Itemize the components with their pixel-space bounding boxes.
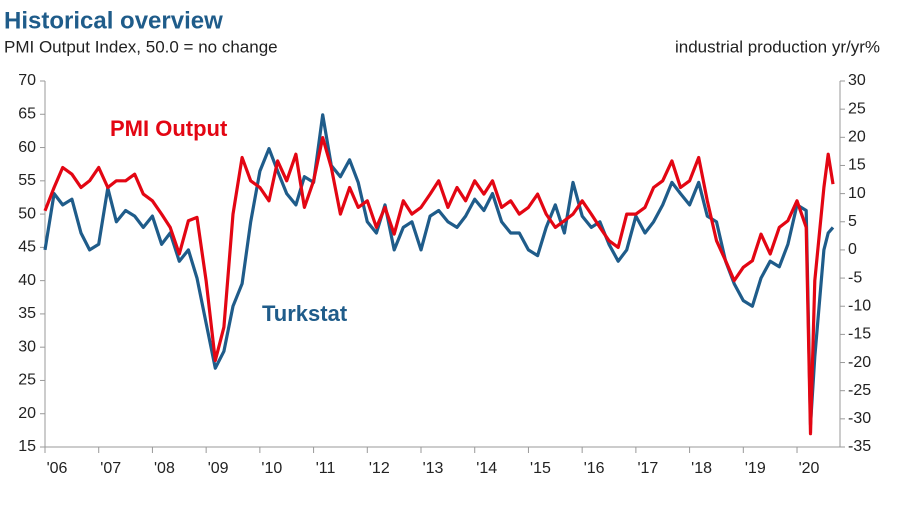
- y-tick-label: 65: [18, 105, 36, 122]
- x-tick-label: '15: [530, 460, 551, 477]
- y2-tick-label: 15: [848, 157, 866, 174]
- series-line: [43, 136, 835, 436]
- y-tick-label: 20: [18, 405, 36, 422]
- x-tick-label: '11: [316, 460, 336, 477]
- y2-axis-label: industrial production yr/yr%: [675, 37, 880, 56]
- y2-tick-label: 5: [848, 213, 857, 230]
- y-tick-label: 55: [18, 172, 36, 189]
- x-tick-label: '20: [799, 460, 820, 477]
- chart-subtitle: PMI Output Index, 50.0 = no change: [4, 37, 278, 56]
- series-line: [43, 113, 835, 427]
- x-tick-label: '08: [154, 460, 175, 477]
- chart-title: Historical overview: [4, 7, 223, 34]
- y-tick-label: 45: [18, 239, 36, 256]
- y2-tick-label: 10: [848, 185, 866, 202]
- y-tick-label: 35: [18, 305, 36, 322]
- x-tick-label: '17: [637, 460, 658, 477]
- y2-tick-label: 0: [848, 241, 857, 258]
- x-tick-label: '19: [745, 460, 766, 477]
- x-tick-label: '06: [47, 460, 68, 477]
- y2-tick-label: -10: [848, 297, 871, 314]
- y-tick-label: 30: [18, 338, 36, 355]
- x-tick-label: '18: [691, 460, 712, 477]
- x-tick-label: '13: [423, 460, 444, 477]
- x-tick-label: '14: [476, 460, 497, 477]
- y2-tick-label: -35: [848, 438, 871, 455]
- y-tick-label: 15: [18, 438, 36, 455]
- y2-tick-label: 20: [848, 129, 866, 146]
- y-tick-label: 25: [18, 372, 36, 389]
- x-tick-label: '10: [261, 460, 282, 477]
- y2-tick-label: -5: [848, 269, 862, 286]
- x-tick-label: '09: [208, 460, 229, 477]
- x-tick-label: '07: [100, 460, 121, 477]
- y2-tick-label: -25: [848, 382, 871, 399]
- y2-tick-label: 25: [848, 100, 866, 117]
- y2-tick-label: -20: [848, 354, 871, 371]
- y-tick-label: 50: [18, 205, 36, 222]
- series-label: Turkstat: [262, 301, 348, 326]
- y-tick-label: 70: [18, 72, 36, 89]
- x-tick-label: '12: [369, 460, 390, 477]
- y-tick-label: 40: [18, 272, 36, 289]
- y-tick-label: 60: [18, 139, 36, 156]
- x-tick-label: '16: [584, 460, 605, 477]
- series-label: PMI Output: [110, 116, 228, 141]
- y2-tick-label: -15: [848, 326, 871, 343]
- y2-tick-label: 30: [848, 72, 866, 89]
- y2-tick-label: -30: [848, 410, 871, 427]
